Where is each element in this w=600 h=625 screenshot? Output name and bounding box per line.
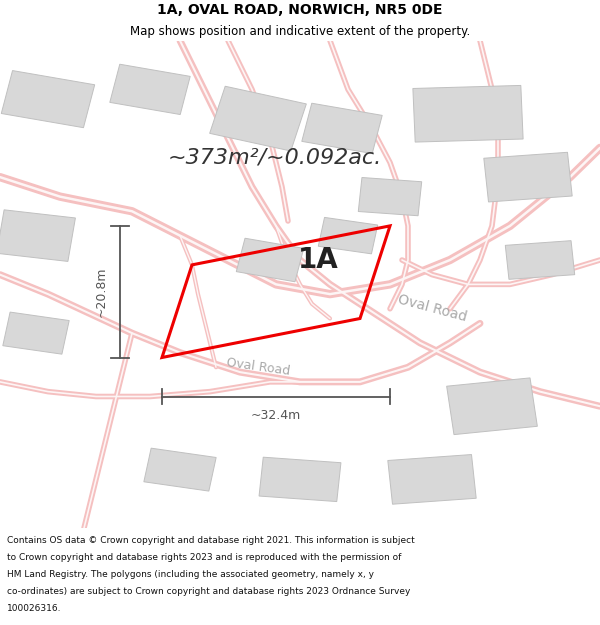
Polygon shape bbox=[1, 71, 95, 128]
Text: 1A, OVAL ROAD, NORWICH, NR5 0DE: 1A, OVAL ROAD, NORWICH, NR5 0DE bbox=[157, 3, 443, 17]
Polygon shape bbox=[110, 64, 190, 114]
Polygon shape bbox=[446, 378, 538, 434]
Text: ~373m²/~0.092ac.: ~373m²/~0.092ac. bbox=[168, 148, 382, 168]
Polygon shape bbox=[0, 210, 76, 261]
Text: 1A: 1A bbox=[298, 246, 338, 274]
Polygon shape bbox=[302, 103, 382, 154]
Text: to Crown copyright and database rights 2023 and is reproduced with the permissio: to Crown copyright and database rights 2… bbox=[7, 553, 401, 562]
Polygon shape bbox=[484, 152, 572, 202]
Polygon shape bbox=[505, 241, 575, 279]
Text: Contains OS data © Crown copyright and database right 2021. This information is : Contains OS data © Crown copyright and d… bbox=[7, 536, 415, 545]
Text: HM Land Registry. The polygons (including the associated geometry, namely x, y: HM Land Registry. The polygons (includin… bbox=[7, 570, 374, 579]
Text: Map shows position and indicative extent of the property.: Map shows position and indicative extent… bbox=[130, 25, 470, 38]
Polygon shape bbox=[3, 312, 69, 354]
Text: Oval Road: Oval Road bbox=[396, 292, 468, 325]
Polygon shape bbox=[209, 86, 307, 151]
Polygon shape bbox=[388, 454, 476, 504]
Polygon shape bbox=[358, 177, 422, 216]
Polygon shape bbox=[318, 217, 378, 254]
Polygon shape bbox=[144, 448, 216, 491]
Polygon shape bbox=[413, 86, 523, 142]
Text: co-ordinates) are subject to Crown copyright and database rights 2023 Ordnance S: co-ordinates) are subject to Crown copyr… bbox=[7, 587, 410, 596]
Text: 100026316.: 100026316. bbox=[7, 604, 62, 612]
Text: ~20.8m: ~20.8m bbox=[95, 266, 108, 317]
Text: ~32.4m: ~32.4m bbox=[251, 409, 301, 422]
Text: Oval Road: Oval Road bbox=[226, 356, 290, 378]
Polygon shape bbox=[236, 238, 304, 282]
Polygon shape bbox=[259, 457, 341, 502]
